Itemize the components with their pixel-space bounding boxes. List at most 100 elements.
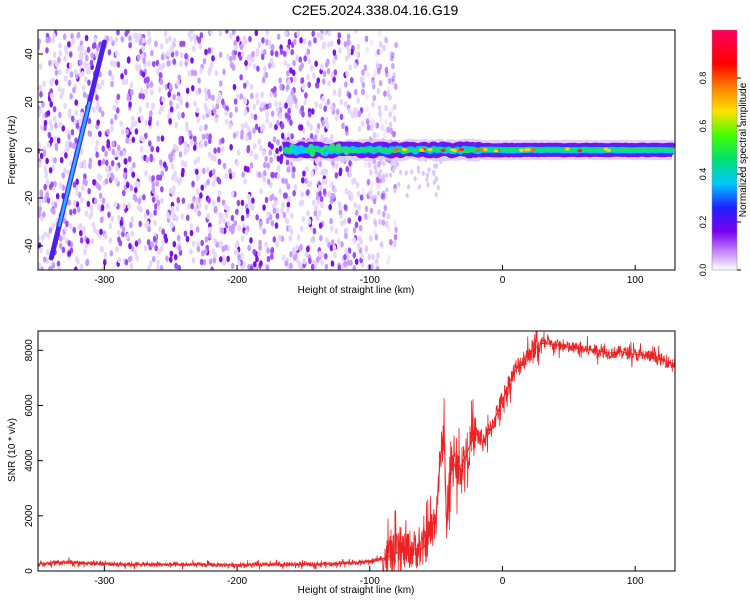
spectrogram-noise-cell <box>110 80 114 88</box>
spectrogram-noise-cell <box>299 37 303 44</box>
spectrogram-noise-cell <box>286 201 291 208</box>
spectrogram-noise-cell <box>356 190 361 198</box>
spectrogram-noise-cell <box>260 124 264 131</box>
spectrogram-noise-cell <box>236 149 241 156</box>
top-y-tick-label: -20 <box>24 190 35 205</box>
spectrogram-noise-cell <box>307 111 312 118</box>
spectrogram-noise-cell <box>75 178 79 185</box>
spectrogram-noise-cell <box>382 173 386 179</box>
spectrogram-noise-cell <box>264 155 268 163</box>
spectrogram-noise-cell <box>110 60 114 67</box>
spectrogram-noise-cell <box>343 41 348 48</box>
spectrogram-noise-cell <box>325 122 330 130</box>
spectrogram-noise-cell <box>214 205 218 212</box>
spectrogram-noise-cell <box>347 107 352 115</box>
spectrogram-noise-cell <box>383 90 387 97</box>
spectrogram-noise-cell <box>289 262 293 270</box>
spectrogram-noise-cell <box>292 166 296 173</box>
spectrogram-noise-cell <box>405 192 409 198</box>
spectrogram-noise-cell <box>280 235 285 242</box>
spectrogram-noise-cell <box>67 108 72 115</box>
spectrogram-noise-cell <box>176 234 181 242</box>
spectrogram-noise-cell <box>196 174 200 182</box>
spectrogram-noise-cell <box>111 148 116 156</box>
spectrogram-noise-cell <box>259 260 263 267</box>
spectrogram-noise-cell <box>322 30 327 36</box>
spectrogram-noise-cell <box>327 190 332 198</box>
spectrogram-noise-cell <box>257 138 262 145</box>
spectrogram-noise-cell <box>169 221 174 228</box>
spectrogram-noise-cell <box>303 98 308 106</box>
spectrogram-noise-cell <box>309 133 314 140</box>
signal-band-hotspot <box>459 147 465 152</box>
spectrogram-noise-cell <box>370 195 374 201</box>
spectrogram-noise-cell <box>145 220 150 227</box>
spectrogram-noise-cell <box>278 112 283 119</box>
spectrogram-noise-cell <box>139 146 144 153</box>
spectrogram-noise-cell <box>157 63 162 70</box>
spectrogram-noise-cell <box>131 136 136 143</box>
spectrogram-noise-cell <box>311 199 316 206</box>
spectrogram-noise-cell <box>200 239 204 247</box>
spectrogram-noise-cell <box>196 241 200 248</box>
snr-plot-area <box>38 331 675 571</box>
spectrogram-noise-cell <box>209 61 214 69</box>
spectrogram-noise-cell <box>221 199 226 206</box>
spectrogram-noise-cell <box>343 100 348 108</box>
spectrogram-noise-cell <box>187 70 192 77</box>
spectrogram-noise-cell <box>201 133 206 141</box>
spectrogram-noise-cell <box>108 69 112 77</box>
spectrogram-noise-cell <box>235 208 239 215</box>
spectrogram-noise-cell <box>245 207 250 215</box>
signal-band-hotspot <box>440 148 446 152</box>
spectrogram-noise-cell <box>358 224 363 232</box>
spectrogram-noise-cell <box>96 100 100 108</box>
spectrogram-noise-cell <box>292 249 296 256</box>
spectrogram-noise-cell <box>204 204 208 211</box>
spectrogram-noise-cell <box>211 248 216 255</box>
spectrogram-noise-cell <box>195 89 199 96</box>
spectrogram-noise-cell <box>244 121 248 129</box>
spectrogram-noise-cell <box>141 45 146 52</box>
spectrogram-noise-cell <box>300 105 305 112</box>
spectrogram-noise-cell <box>204 48 208 56</box>
spectrogram-noise-cell <box>79 237 84 244</box>
spectrogram-noise-cell <box>65 220 69 228</box>
spectrogram-noise-cell <box>166 60 171 67</box>
spectrogram-noise-cell <box>134 240 139 247</box>
spectrogram-noise-cell <box>105 202 110 210</box>
spectrogram-noise-cell <box>312 227 317 235</box>
spectrogram-noise-cell <box>108 222 113 230</box>
spectrogram-noise-cell <box>48 59 52 67</box>
spectrogram-noise-cell <box>331 192 336 200</box>
spectrogram-noise-cell <box>127 155 132 163</box>
spectrogram-noise-cell <box>234 248 239 255</box>
spectrogram-noise-cell <box>172 240 177 248</box>
spectrogram-noise-cell <box>174 262 178 270</box>
spectrogram-noise-cell <box>154 203 158 210</box>
spectrogram-noise-cell <box>328 203 332 211</box>
spectrogram-noise-cell <box>357 110 362 118</box>
spectrogram-noise-cell <box>356 242 361 250</box>
spectrogram-noise-cell <box>210 154 214 161</box>
spectrogram-noise-cell <box>205 133 209 140</box>
spectrogram-noise-cell <box>183 140 188 148</box>
spectrogram-noise-cell <box>369 39 374 47</box>
spectrogram-noise-cell <box>392 115 397 123</box>
spectrogram-noise-cell <box>68 51 73 58</box>
spectrogram-noise-cell <box>305 166 309 173</box>
spectrogram-noise-cell <box>346 39 351 46</box>
spectrogram-noise-cell <box>361 69 365 76</box>
spectrogram-noise-cell <box>239 93 244 100</box>
spectrogram-noise-cell <box>257 171 262 178</box>
spectrogram-noise-cell <box>346 33 351 40</box>
spectrogram-noise-cell <box>72 208 77 215</box>
doppler-streak-core <box>57 101 91 227</box>
spectrogram-noise-cell <box>70 32 74 40</box>
spectrogram-noise-cell <box>138 39 143 46</box>
spectrogram-noise-cell <box>195 106 200 114</box>
spectrogram-noise-cell <box>284 192 288 199</box>
spectrogram-noise-cell <box>58 242 63 250</box>
spectrogram-noise-cell <box>338 87 342 94</box>
spectrogram-noise-cell <box>133 120 138 127</box>
